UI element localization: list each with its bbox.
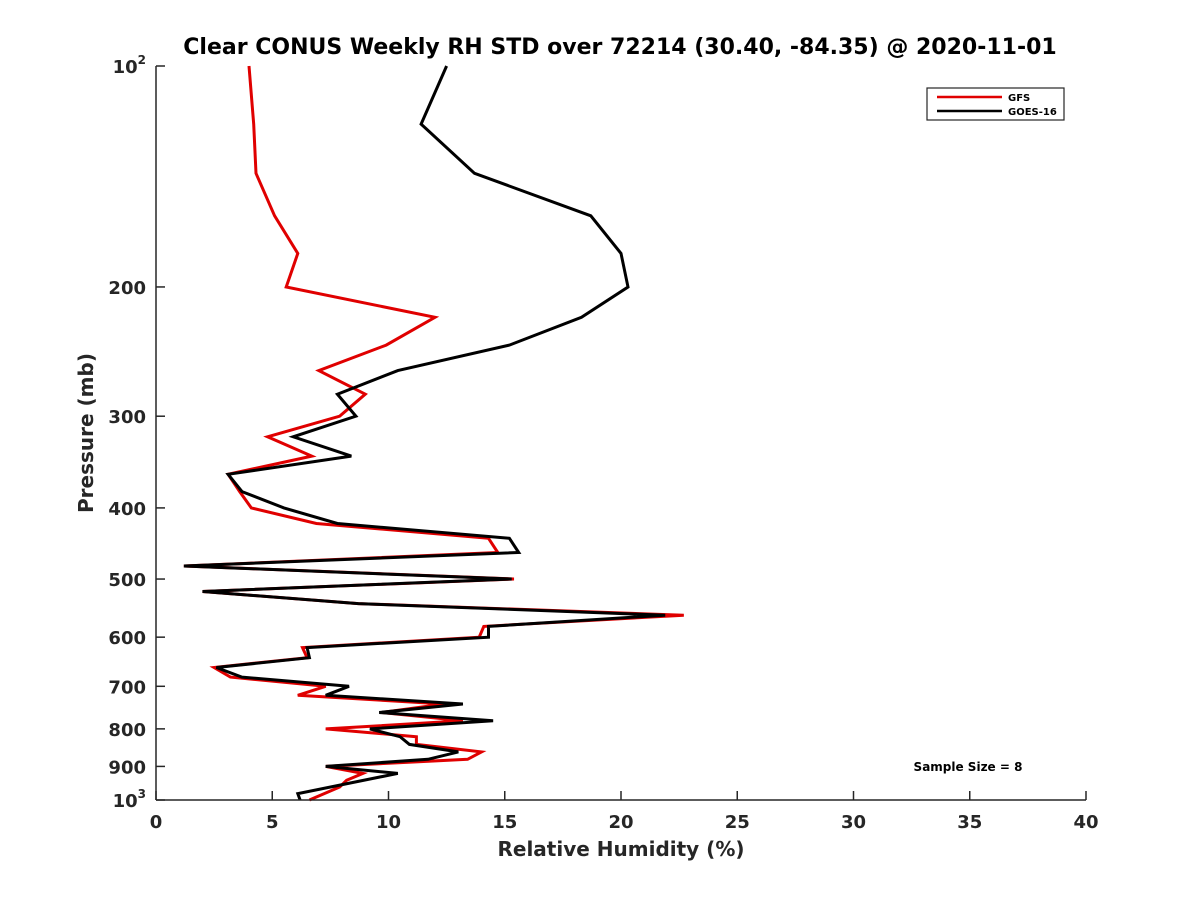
series-line-gfs bbox=[183, 65, 684, 802]
series-line-goes16 bbox=[183, 65, 666, 801]
x-tick-label: 30 bbox=[841, 812, 866, 833]
y-tick-label: 700 bbox=[108, 677, 146, 698]
y-tick-label: 103 bbox=[113, 787, 146, 812]
x-tick-label: 10 bbox=[376, 812, 401, 833]
x-axis-label: Relative Humidity (%) bbox=[497, 837, 744, 861]
axes bbox=[155, 66, 1086, 801]
y-ticks: 102 200 300 400 500 600 700 800 900 103 bbox=[108, 53, 165, 812]
x-ticks: 0 5 10 15 20 25 30 35 40 bbox=[150, 791, 1099, 833]
x-tick-label: 25 bbox=[725, 812, 750, 833]
y-tick-label: 900 bbox=[108, 757, 146, 778]
y-tick-label: 300 bbox=[108, 407, 146, 428]
x-tick-label: 35 bbox=[957, 812, 982, 833]
y-tick-label: 800 bbox=[108, 720, 146, 741]
legend-label-gfs: GFS bbox=[1008, 93, 1030, 104]
chart-title: Clear CONUS Weekly RH STD over 72214 (30… bbox=[183, 35, 1056, 60]
y-tick-label: 200 bbox=[108, 278, 146, 299]
y-tick-label: 102 bbox=[113, 53, 146, 78]
x-tick-label: 15 bbox=[492, 812, 517, 833]
y-tick-label: 500 bbox=[108, 570, 146, 591]
x-tick-label: 20 bbox=[608, 812, 633, 833]
x-tick-label: 0 bbox=[150, 812, 163, 833]
sample-size-annotation: Sample Size = 8 bbox=[914, 760, 1023, 774]
legend-box bbox=[926, 87, 1065, 121]
series-layer bbox=[183, 65, 684, 802]
x-tick-label: 5 bbox=[266, 812, 279, 833]
legend-label-goes16: GOES-16 bbox=[1008, 107, 1057, 118]
y-axis-label: Pressure (mb) bbox=[74, 353, 98, 513]
x-tick-label: 40 bbox=[1073, 812, 1098, 833]
legend: GFS GOES-16 bbox=[926, 87, 1065, 121]
y-tick-label: 600 bbox=[108, 628, 146, 649]
y-tick-label: 400 bbox=[108, 499, 146, 520]
